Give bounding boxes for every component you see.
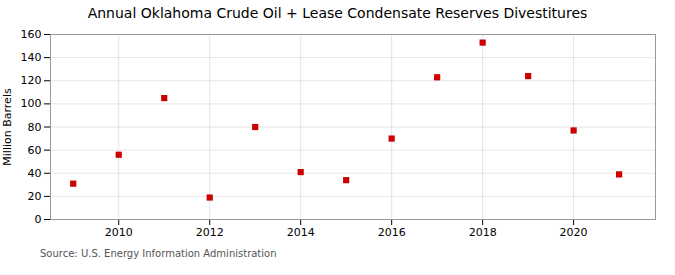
svg-text:140: 140: [21, 51, 42, 64]
svg-text:2020: 2020: [560, 226, 588, 239]
html-text:Annual Oklahoma Crude Oil + Le: Annual Oklahoma Crude Oil + Lease Conden…: [87, 5, 588, 21]
svg-text:60: 60: [28, 144, 42, 157]
svg-text:20: 20: [28, 190, 42, 203]
svg-text:Million Barrels: Million Barrels: [1, 88, 14, 166]
svg-text:2016: 2016: [378, 226, 406, 239]
svg-text:0: 0: [35, 213, 42, 226]
svg-text:40: 40: [28, 167, 42, 180]
svg-text:160: 160: [21, 28, 42, 41]
svg-text:100: 100: [21, 97, 42, 110]
svg-text:2014: 2014: [287, 226, 315, 239]
svg-text:80: 80: [28, 121, 42, 134]
svg-text:2012: 2012: [196, 226, 224, 239]
svg-text:2010: 2010: [105, 226, 133, 239]
html-text:Source: U.S. Energy Informatio: Source: U.S. Energy Information Administ…: [40, 248, 277, 259]
svg-text:120: 120: [21, 74, 42, 87]
svg-text:2018: 2018: [469, 226, 497, 239]
